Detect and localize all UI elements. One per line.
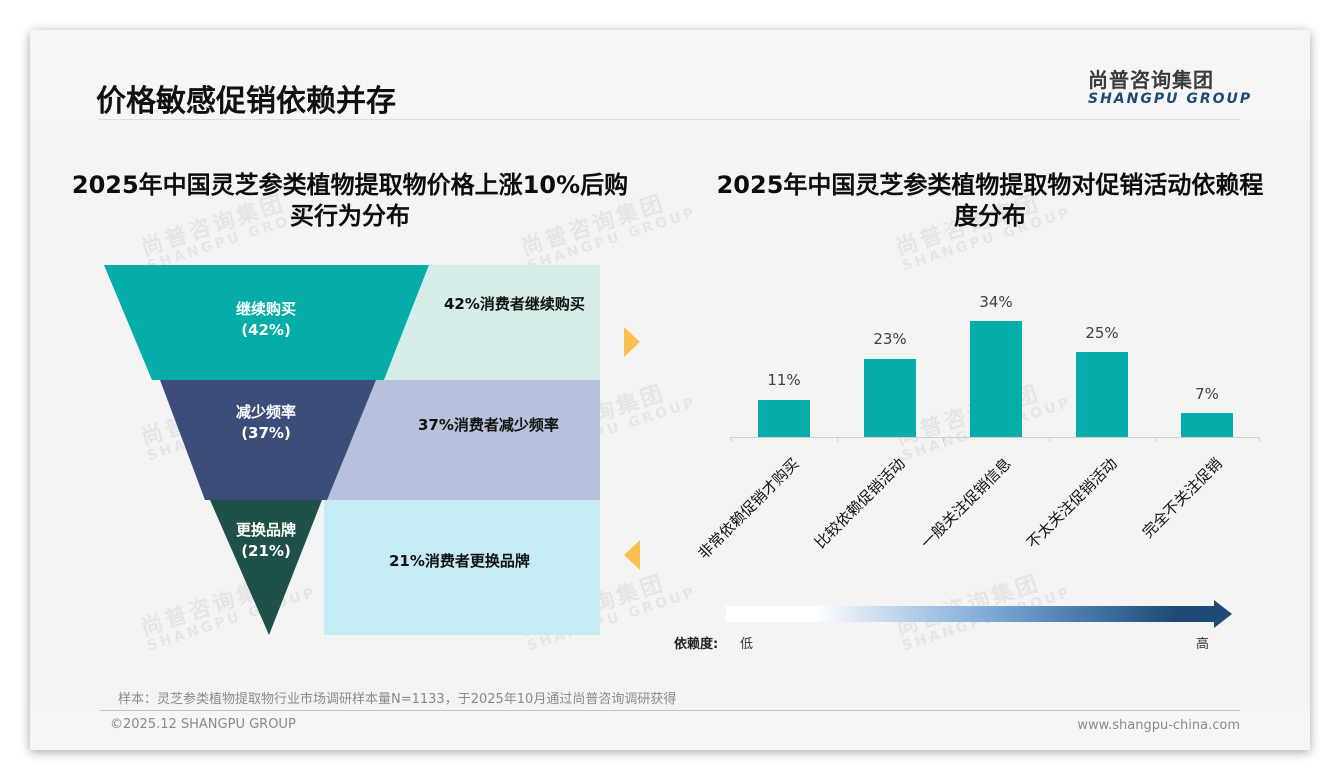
funnel-segment-label: 更换品牌 (21%) xyxy=(235,521,296,560)
dependency-gradient-arrow xyxy=(726,606,1214,622)
bar xyxy=(1076,352,1128,437)
funnel-segment-label: 减少频率 (37%) xyxy=(235,403,296,442)
website-link[interactable]: www.shangpu-china.com xyxy=(1077,718,1240,733)
title-divider xyxy=(98,119,1240,120)
bar-value-label: 23% xyxy=(873,330,907,348)
page-title: 价格敏感促销依赖并存 xyxy=(96,84,396,119)
x-axis-label: 非常依赖促销才购买 xyxy=(694,454,803,563)
logo-en: SHANGPU GROUP xyxy=(1088,91,1253,107)
header-band xyxy=(30,30,1310,120)
x-axis-label: 完全不关注促销 xyxy=(1138,454,1226,542)
bar xyxy=(864,359,916,437)
bar-value-label: 11% xyxy=(767,371,801,389)
funnel-chart: 42%消费者继续购买 37%消费者减少频率 21%消费者更换品牌 继续购买 (4… xyxy=(104,265,600,635)
slide: 尚普咨询集团 SHANGPU GROUP 尚普咨询集团 SHANGPU GROUP … xyxy=(30,30,1310,750)
bar xyxy=(970,321,1022,437)
bar-value-label: 25% xyxy=(1085,324,1119,342)
copyright: ©2025.12 SHANGPU GROUP xyxy=(110,717,296,732)
bar-value-label: 7% xyxy=(1195,385,1219,403)
funnel-band-2: 37%消费者减少频率 xyxy=(324,380,600,500)
funnel-band-3: 21%消费者更换品牌 xyxy=(324,500,600,635)
funnel-shape xyxy=(104,265,434,635)
dependency-low: 低 xyxy=(740,637,754,652)
bar xyxy=(758,400,810,437)
triangle-right-icon xyxy=(624,327,640,357)
funnel-chart-title: 2025年中国灵芝参类植物提取物价格上涨10%后购 买行为分布 xyxy=(71,171,629,230)
funnel-segment-label: 继续购买 (42%) xyxy=(235,300,296,339)
x-axis-label: 一般关注促销信息 xyxy=(917,454,1015,553)
dependency-label: 依赖度: xyxy=(674,637,719,652)
sample-note: 样本：灵芝参类植物提取物行业市场调研样本量N=1133，于2025年10月通过尚… xyxy=(118,692,677,707)
bar-chart-title: 2025年中国灵芝参类植物提取物对促销活动依赖程 度分布 xyxy=(716,171,1264,230)
footer-band xyxy=(30,711,1310,750)
bar-value-label: 34% xyxy=(979,293,1013,311)
x-axis-label: 比较依赖促销活动 xyxy=(811,454,909,553)
triangle-left-icon xyxy=(624,540,640,570)
x-axis xyxy=(730,437,1260,438)
logo-cn: 尚普咨询集团 xyxy=(1088,68,1214,92)
x-axis-label: 不太关注促销活动 xyxy=(1023,454,1121,553)
bar xyxy=(1181,413,1233,437)
company-logo: 尚普咨询集团 SHANGPU GROUP xyxy=(1088,64,1252,107)
dependency-high: 高 xyxy=(1196,637,1210,652)
footer-divider xyxy=(100,710,1240,711)
arrow-head-icon xyxy=(1214,600,1232,628)
